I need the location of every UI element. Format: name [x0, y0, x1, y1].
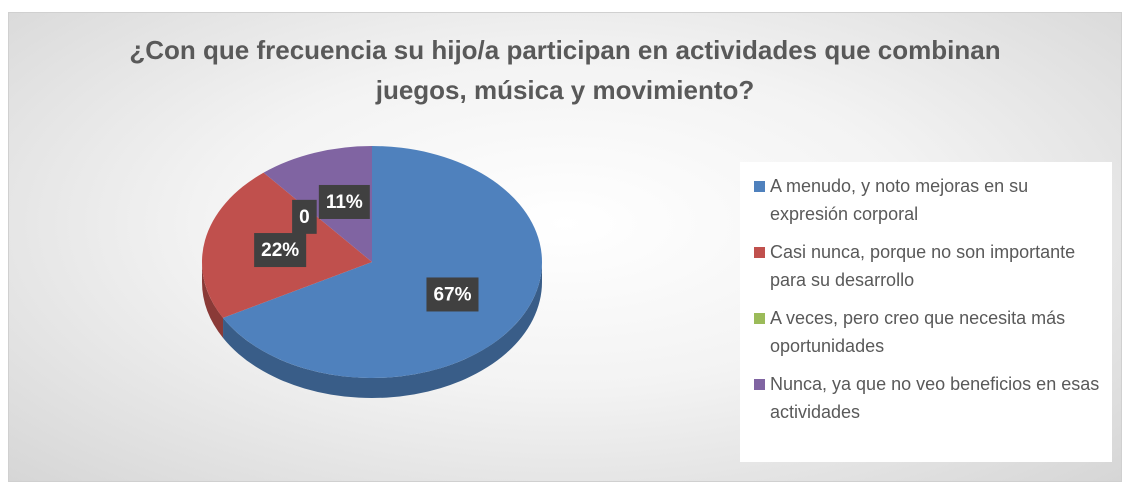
- legend-swatch: [754, 247, 765, 258]
- data-label: 67%: [426, 277, 479, 312]
- data-label-box: [318, 184, 370, 219]
- data-label-text: 11%: [326, 192, 363, 213]
- data-label-text: 0: [299, 207, 310, 228]
- legend-entry: A veces, pero creo que necesita más opor…: [750, 304, 1100, 360]
- data-label: 22%: [254, 233, 307, 268]
- legend-swatch: [754, 379, 765, 390]
- legend-swatch: [754, 313, 765, 324]
- legend-label: A menudo, y noto mejoras en su expresión…: [770, 176, 1029, 224]
- chart-title: ¿Con que frecuencia su hijo/a participan…: [129, 35, 1001, 105]
- data-label: 11%: [318, 184, 370, 219]
- pie-slice-side: [202, 262, 224, 338]
- data-label-text: 22%: [261, 240, 299, 261]
- data-label-box: [254, 233, 307, 268]
- legend: A menudo, y noto mejoras en su expresión…: [740, 162, 1112, 462]
- legend-swatch: [754, 181, 765, 192]
- pie-slice: [223, 146, 543, 378]
- data-label-text: 67%: [433, 284, 471, 305]
- legend-entry: A menudo, y noto mejoras en su expresión…: [750, 172, 1100, 228]
- legend-label: Casi nunca, porque no son importante par…: [770, 242, 1076, 290]
- legend-entry: Casi nunca, porque no son importante par…: [750, 238, 1100, 294]
- pie-slice-side: [223, 262, 542, 398]
- legend-label: Nunca, ya que no veo beneficios en esas …: [770, 374, 1100, 422]
- data-label-box: [426, 277, 479, 312]
- pie-slice: [263, 146, 372, 262]
- data-label: 0: [292, 199, 317, 234]
- legend-label: A veces, pero creo que necesita más opor…: [770, 308, 1066, 356]
- data-label-box: [292, 199, 317, 234]
- legend-entry: Nunca, ya que no veo beneficios en esas …: [750, 370, 1100, 426]
